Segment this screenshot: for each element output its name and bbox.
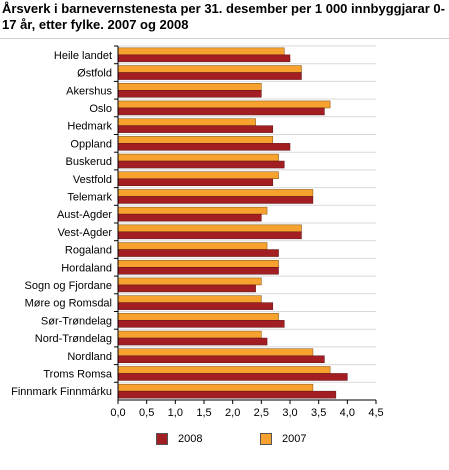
bar-2008: [117, 284, 256, 293]
category-label: Telemark: [67, 191, 112, 203]
category-label: Oslo: [89, 103, 112, 115]
bar-2008: [117, 90, 262, 98]
category-label: Sør-Trøndelag: [41, 315, 112, 327]
x-tick-label: 2,0: [225, 407, 240, 419]
bar-2007: [117, 277, 262, 286]
bar-2008: [117, 107, 325, 116]
x-tick-label: 0,0: [110, 407, 125, 419]
category-label: Buskerud: [66, 156, 112, 168]
category-label: Heile landet: [54, 50, 112, 62]
bar-2007: [117, 171, 279, 179]
bar-2007: [117, 295, 262, 303]
category-label: Akershus: [66, 85, 112, 97]
legend-swatch-2008: [156, 433, 168, 445]
category-label: Møre og Romsdal: [25, 298, 112, 310]
x-tick-label: 1,0: [168, 407, 183, 419]
category-label: Nord-Trøndelag: [35, 333, 112, 345]
category-label: Aust-Agder: [57, 209, 112, 221]
x-tick-label: 3,0: [282, 407, 297, 419]
bar-2007: [117, 83, 262, 91]
category-label: Østfold: [77, 68, 112, 80]
category-label: Finnmark Finnmárku: [11, 386, 112, 398]
bar-2008: [117, 178, 274, 186]
bar-2007: [117, 189, 314, 197]
bar-2007: [117, 118, 256, 126]
bar-2008: [117, 355, 325, 363]
bar-2007: [117, 366, 331, 374]
bar-2007: [117, 330, 262, 339]
legend-swatch-2007: [260, 433, 272, 445]
bar-2007: [117, 313, 279, 321]
bar-2007: [117, 153, 279, 162]
bar-2008: [117, 320, 285, 328]
bar-2008: [117, 72, 302, 80]
chart-title: Årsverk i barnevernstenesta per 31. dese…: [2, 1, 445, 32]
bar-2007: [117, 206, 268, 215]
bar-2008: [117, 54, 291, 63]
bar-2008: [117, 143, 291, 151]
x-tick-label: 0,5: [139, 407, 154, 419]
bar-2008: [117, 160, 285, 169]
bar-2008: [117, 373, 348, 381]
bar-2007: [117, 224, 302, 233]
bar-2007: [117, 242, 268, 250]
bar-2008: [117, 390, 337, 399]
category-label: Oppland: [70, 138, 112, 150]
legend-item-2008: 2008: [156, 431, 202, 447]
bar-2008: [117, 337, 268, 346]
x-tick-label: 1,5: [196, 407, 211, 419]
bar-2007: [117, 136, 274, 144]
bar-2008: [117, 213, 262, 222]
legend-item-2007: 2007: [260, 431, 306, 447]
x-tick-label: 2,5: [254, 407, 269, 419]
bar-2007: [117, 47, 285, 56]
x-tick-label: 4,0: [340, 407, 355, 419]
category-label: Nordland: [67, 351, 112, 363]
bar-2008: [117, 302, 274, 310]
category-label: Hedmark: [67, 121, 112, 133]
bar-2007: [117, 348, 314, 356]
bar-2008: [117, 249, 279, 257]
category-label: Vest-Agder: [58, 227, 113, 239]
legend-label-2008: 2008: [178, 433, 203, 445]
bar-2008: [117, 125, 274, 133]
title-divider: [0, 38, 449, 39]
category-label: Sogn og Fjordane: [25, 280, 112, 292]
bar-2007: [117, 65, 302, 73]
legend-label-2007: 2007: [282, 433, 307, 445]
bar-2008: [117, 231, 302, 240]
category-label: Rogaland: [65, 245, 112, 257]
bar-2007: [117, 100, 331, 109]
bar-2007: [117, 383, 314, 392]
category-label: Troms Romsa: [43, 368, 113, 380]
category-label: Vestfold: [73, 174, 112, 186]
category-label: Hordaland: [61, 262, 112, 274]
bar-2007: [117, 260, 279, 268]
x-tick-label: 3,5: [311, 407, 326, 419]
x-tick-label: 4,5: [368, 407, 383, 419]
bar-2008: [117, 196, 314, 204]
bar-2008: [117, 267, 279, 275]
